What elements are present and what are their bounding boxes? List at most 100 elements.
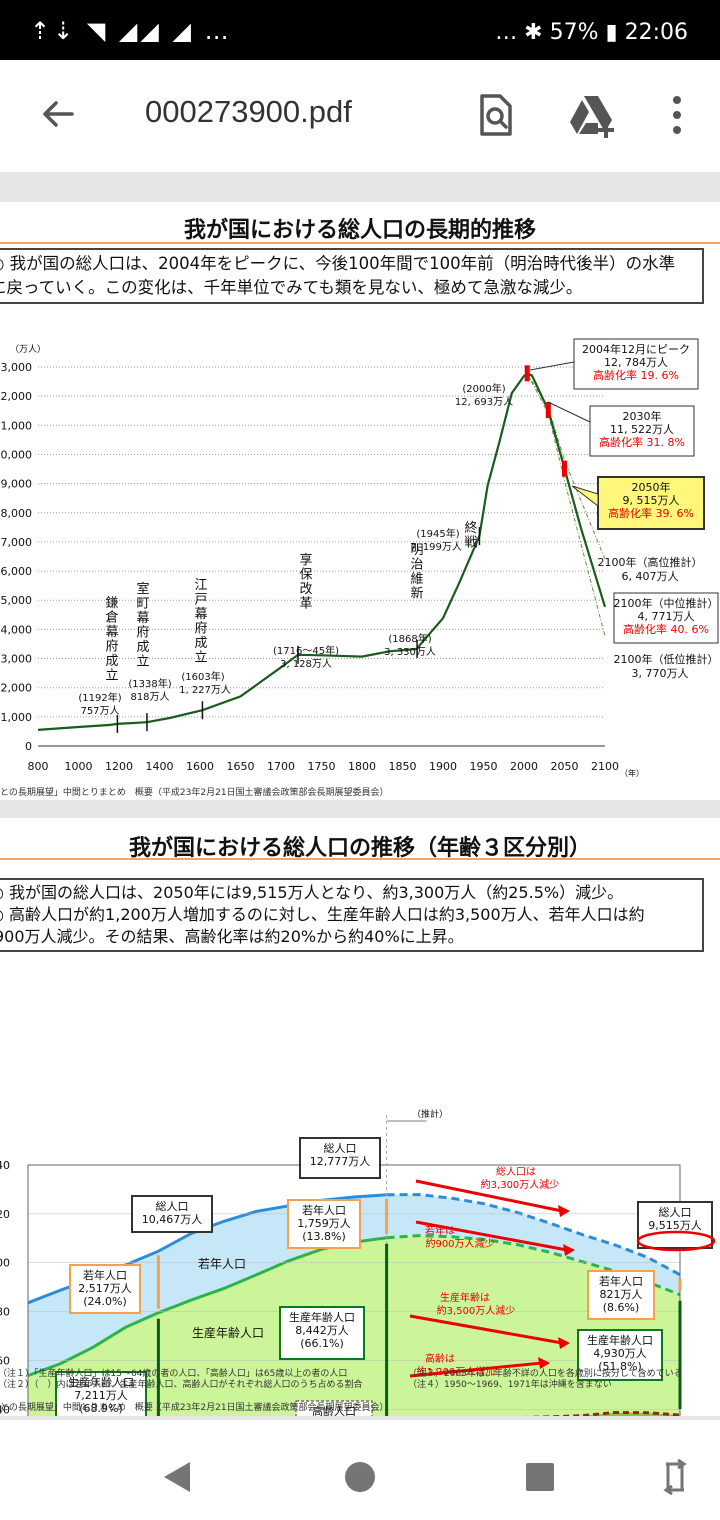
event-value: 757万人 — [80, 705, 119, 717]
event-label: 府 — [194, 622, 207, 637]
working-2050-callout-text: (51.8%) — [598, 1360, 642, 1373]
more-vert-icon[interactable] — [654, 92, 700, 138]
callout-2050-text: 2050年 — [632, 480, 671, 494]
arrow-note: 約900万人減少 — [425, 1237, 494, 1250]
event-label: 終 — [464, 520, 477, 536]
y-tick-label: 60 — [0, 1354, 10, 1367]
back-arrow-icon[interactable] — [36, 92, 80, 136]
callout-pointer — [547, 401, 591, 423]
age-group-population-chart: 0204060801001201401950195519601965197019… — [0, 1108, 716, 1416]
event-label: 成 — [194, 636, 207, 651]
status-left-icons: ⇡⇣ ◥ ◢◢ ◢ … — [30, 17, 232, 45]
y-tick-label: 1,000 — [1, 711, 33, 724]
callout-2030-text: 11, 522万人 — [610, 423, 674, 436]
y-tick-label: 9,000 — [1, 478, 33, 491]
total-1970-callout-text: 10,467万人 — [142, 1213, 203, 1226]
working-2005-callout-text: (66.1%) — [300, 1337, 344, 1350]
x-tick-label: 800 — [28, 760, 49, 773]
event-label: 倉 — [105, 611, 118, 626]
young-2050-callout-text: (8.6%) — [603, 1301, 640, 1314]
footnote: （注１）「生産年齢人口」は15～64歳の者の人口、「高齢人口」は65歳以上の者の… — [0, 1369, 348, 1379]
total-line-projection — [386, 1193, 681, 1277]
total-2005-callout-text: 12,777万人 — [310, 1155, 371, 1168]
event-value: 3, 128万人 — [280, 658, 332, 670]
young-2005-callout-text: 1,759万人 — [297, 1217, 351, 1230]
y-tick-label: 5,000 — [1, 594, 33, 607]
event-label: 府 — [105, 640, 118, 655]
x-tick-label: 1200 — [105, 760, 133, 773]
young-2005-callout — [287, 1199, 361, 1249]
arrow-note: 生産年齢は — [440, 1291, 490, 1304]
total-decrease-arrow-head — [558, 1205, 570, 1217]
summary-line: に戻っていく。この変化は、千年単位でみても類を見ない、極めて急激な減少。 — [0, 278, 583, 297]
arrow-note: 約3,500万人減少 — [437, 1304, 516, 1317]
event-label: 立 — [105, 669, 118, 684]
pdf-viewer[interactable]: 我が国における総人口の長期的推移 ○ 我が国の総人口は、2004年をピークに、今… — [0, 172, 720, 1420]
document-title: 000273900.pdf — [145, 94, 352, 129]
event-value: 7, 199万人 — [410, 541, 462, 553]
arrow-note: 高齢は — [425, 1352, 455, 1365]
young-2050-callout — [587, 1270, 655, 1320]
event-label: 戸 — [194, 593, 207, 608]
projection-note: 2100年（低位推計） — [614, 652, 719, 666]
working-decrease-arrow — [409, 1314, 563, 1345]
event-label: 立 — [194, 651, 207, 666]
arrow-note: 約1,200万人増加 — [417, 1365, 496, 1378]
event-label: 江 — [194, 578, 207, 593]
event-label: 革 — [299, 597, 312, 612]
x-tick-label: 1850 — [389, 760, 417, 773]
young-2050-callout-text: 821万人 — [600, 1288, 643, 1301]
x-tick-label: 1400 — [146, 760, 174, 773]
event-label: 成 — [136, 640, 149, 655]
source-note: との長期展望」中間とりまとめ 概要（平成23年2月21日国土審議会政策部会長期展… — [0, 788, 389, 798]
young-1970-callout — [69, 1264, 141, 1314]
x-tick-label: 1600 — [186, 760, 214, 773]
callout-2030 — [589, 405, 695, 457]
peak-callout-text: 2004年12月にピーク — [582, 342, 690, 356]
x-axis-unit: （年） — [620, 768, 644, 778]
event-label: 室 — [136, 581, 149, 597]
event-year: (1338年) — [128, 677, 171, 690]
projection-note: 2100年（高位推計） — [598, 555, 703, 569]
nav-home-icon[interactable] — [343, 1460, 377, 1494]
navigation-bar — [0, 1420, 720, 1520]
nav-recents-icon[interactable] — [524, 1461, 556, 1493]
callout-2050-text: 高齢化率 39. 6% — [608, 506, 694, 520]
working-2050-callout-text: 4,930万人 — [593, 1347, 647, 1360]
x-tick-label: 1750 — [308, 760, 336, 773]
add-to-drive-icon[interactable] — [568, 92, 614, 138]
working-2005-callout-text: 8,442万人 — [295, 1324, 349, 1337]
nav-back-icon[interactable] — [160, 1460, 194, 1494]
total-2050-callout-text: 9,515万人 — [648, 1219, 702, 1232]
young-decrease-arrow — [415, 1220, 568, 1252]
status-bar: ⇡⇣ ◥ ◢◢ ◢ … … ✱ 57% ▮ 22:06 — [0, 0, 720, 60]
search-in-document-icon[interactable] — [472, 92, 518, 138]
summary-line: 900万人減少。その結果、高齢化率は約20%から約40%に上昇。 — [0, 927, 464, 946]
pdf-page-1: 我が国における総人口の長期的推移 ○ 我が国の総人口は、2004年をピークに、今… — [0, 202, 720, 800]
summary-line: ○ 高齢人口が約1,200万人増加するのに対し、生産年齢人口は約3,500万人、… — [0, 905, 645, 924]
event-label: 立 — [136, 655, 149, 670]
y-tick-label: 10,000 — [0, 448, 32, 461]
event-value: 3, 330万人 — [384, 646, 436, 658]
status-right-info: … ✱ 57% ▮ 22:06 — [495, 20, 688, 45]
nav-rotate-icon[interactable] — [660, 1458, 690, 1496]
title-rule — [0, 858, 720, 860]
mid-projection-callout-text: 4, 771万人 — [638, 610, 695, 623]
y-tick-label: 6,000 — [1, 565, 33, 578]
projection-note: 3, 770万人 — [632, 667, 689, 680]
peak-callout — [573, 338, 699, 390]
working-decrease-arrow-head — [558, 1337, 570, 1349]
y-tick-label: 3,000 — [1, 653, 33, 666]
y-tick-label: 100 — [0, 1257, 10, 1270]
working-2005-callout — [279, 1306, 365, 1360]
area-label: 若年人口 — [198, 1257, 246, 1271]
working-2050-callout-text: 生産年齢人口 — [587, 1333, 653, 1347]
event-year: (1945年) — [416, 527, 459, 540]
old-2005-callout-text: 高齢人口 — [312, 1404, 356, 1416]
footnote: （注４）1950～1969、1971年は沖縄を含まない — [408, 1380, 612, 1390]
total-decrease-arrow — [415, 1179, 563, 1213]
x-tick-label: 2000 — [510, 760, 538, 773]
projection-label: （推計） — [412, 1108, 448, 1120]
summary-line: ○ 我が国の総人口は、2004年をピークに、今後100年間で100年前（明治時代… — [0, 254, 676, 273]
highlight-circle — [636, 1230, 716, 1252]
